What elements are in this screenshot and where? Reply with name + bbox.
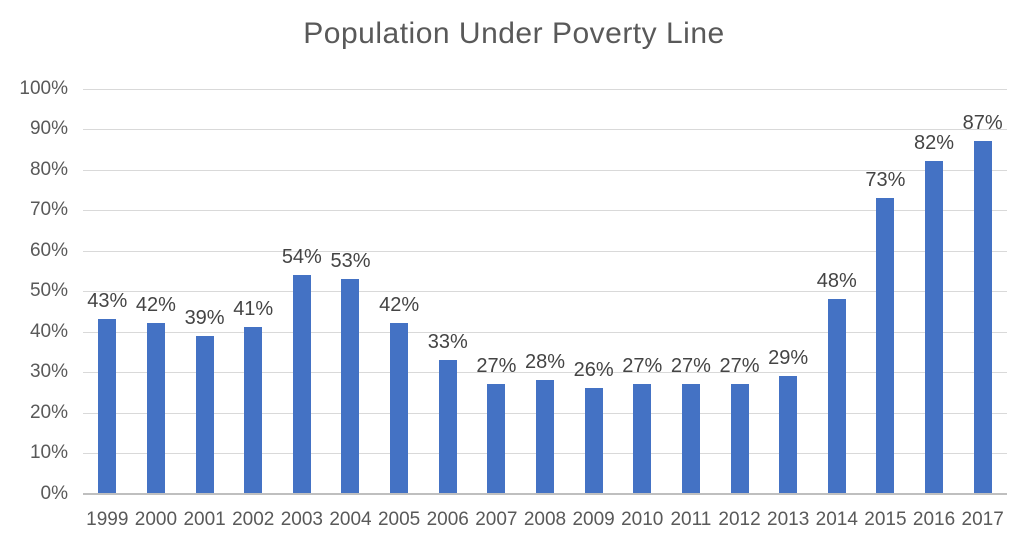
bar-value-label: 53% [330,249,371,272]
gridline [83,88,1007,90]
gridline [83,169,1007,171]
bar-value-label: 29% [768,347,809,370]
x-axis-tick-label: 2003 [280,509,323,530]
bar-value-label: 39% [184,306,225,329]
bar [779,376,798,494]
y-axis-tick-label: 90% [29,118,68,139]
chart-title: Population Under Poverty Line [303,17,725,50]
bar-value-label: 41% [233,298,274,321]
bar-value-label: 48% [816,270,857,293]
bar-value-label: 27% [476,355,517,378]
gridline [83,129,1007,130]
bar-value-label: 28% [524,351,566,374]
x-axis-tick-label: 2012 [718,509,761,530]
bar-value-label: 43% [87,290,128,313]
bar-value-label: 42% [135,294,176,317]
x-axis-tick-label: 2014 [815,509,858,530]
x-axis-tick-label: 2013 [767,509,810,530]
bar-value-label: 33% [427,330,468,353]
bar-value-label: 87% [962,112,1003,135]
bar [438,359,457,494]
bar-value-label: 26% [573,359,614,382]
x-axis-tick-label: 2008 [523,509,567,530]
x-axis-tick-label: 2001 [183,509,226,530]
bar [681,384,700,494]
bar [487,384,506,494]
y-axis-tick-label: 50% [29,280,68,301]
gridline [83,331,1007,333]
bar [146,323,165,494]
bar [195,335,214,494]
bar [730,384,749,494]
x-axis-tick-label: 2004 [329,509,372,530]
bar [98,319,117,494]
y-axis-tick-label: 40% [29,320,68,342]
y-axis-tick-label: 70% [29,199,68,220]
y-axis-tick-label: 80% [29,158,68,180]
bar [973,141,992,494]
gridline [83,372,1007,373]
bar [390,323,409,494]
bar [633,384,652,494]
x-axis-tick-label: 2007 [475,509,518,530]
x-axis-tick-label: 2005 [377,509,421,530]
y-axis-tick-label: 100% [19,77,68,99]
y-axis-tick-label: 0% [40,482,68,504]
bar [292,274,311,494]
bar-value-label: 73% [865,168,906,191]
x-axis-tick-label: 2016 [912,509,956,530]
x-axis-tick-label: 2002 [232,509,275,530]
gridline [83,291,1007,292]
bar [584,388,603,494]
bar-value-label: 82% [914,132,955,155]
bar-value-label: 27% [670,355,711,378]
x-axis-tick-label: 1999 [86,509,129,530]
bar [341,278,360,494]
bar [827,299,846,494]
x-axis-tick-label: 2010 [621,509,664,530]
bar-value-label: 42% [379,294,420,317]
bar-value-label: 54% [281,245,322,268]
x-axis-tick-label: 2009 [572,509,615,530]
bar [244,327,263,494]
x-axis-line [83,492,1007,495]
y-axis-tick-label: 30% [29,361,68,382]
x-axis-tick-label: 2017 [961,509,1004,530]
x-axis-tick-label: 2015 [864,509,907,530]
y-axis-tick-label: 10% [29,442,68,463]
gridline [83,250,1007,252]
gridline [83,210,1007,211]
bar [925,161,944,494]
y-axis-tick-label: 20% [29,401,68,423]
bar-value-label: 27% [719,355,760,378]
bar-value-label: 27% [622,355,663,378]
y-axis-tick-label: 60% [29,239,68,261]
bar [876,197,895,494]
x-axis-tick-label: 2000 [134,509,178,530]
x-axis-tick-label: 2011 [670,509,712,530]
x-axis-tick-label: 2006 [426,509,469,530]
bar [536,380,554,494]
